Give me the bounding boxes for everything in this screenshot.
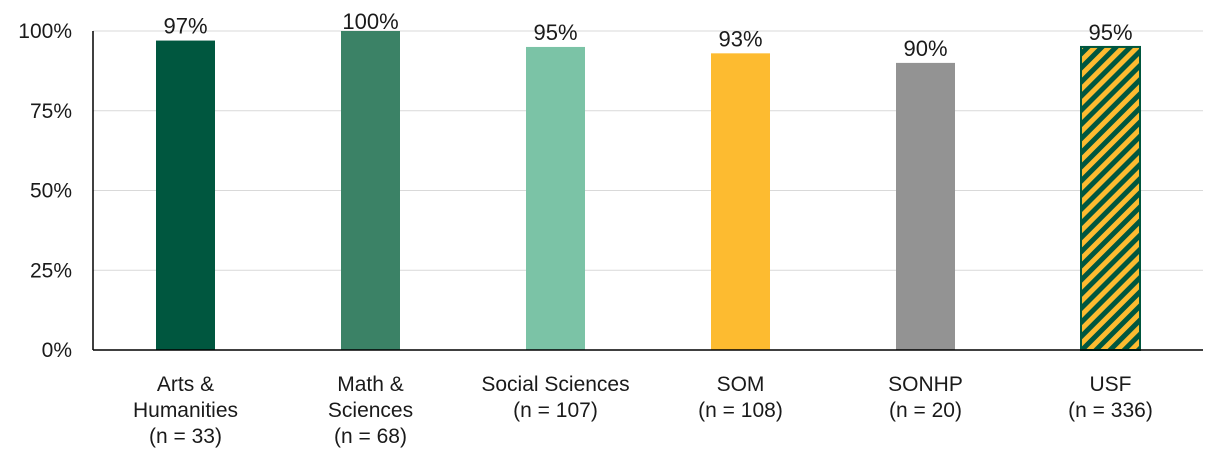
x-tick-label-line: Humanities <box>133 399 238 422</box>
x-tick-label-line: Arts & <box>157 373 214 396</box>
x-tick-label-line: (n = 108) <box>698 399 783 422</box>
data-label: 97% <box>163 14 207 39</box>
x-tick-label-line: (n = 336) <box>1068 399 1153 422</box>
bar <box>526 46 585 350</box>
bar <box>156 40 215 350</box>
x-tick-label-line: Math & <box>337 373 404 396</box>
x-tick-label-line: SOM <box>717 373 765 396</box>
x-tick-label: Math & Sciences (n = 68) <box>328 373 413 448</box>
data-label: 100% <box>342 9 398 34</box>
x-tick-label-line: Social Sciences <box>481 373 629 396</box>
bar <box>341 31 400 350</box>
y-tick-label: 25% <box>30 259 72 282</box>
bar <box>711 53 770 351</box>
x-tick-label-line: (n = 68) <box>334 425 407 448</box>
bars <box>156 31 1141 351</box>
x-tick-label-line: SONHP <box>888 373 963 396</box>
bar <box>1080 45 1141 351</box>
data-label: 90% <box>903 36 947 61</box>
x-tick-label: USF (n = 336) <box>1068 373 1153 422</box>
x-tick-label-line: (n = 33) <box>149 425 222 448</box>
x-tick-label-line: USF <box>1090 373 1132 396</box>
data-label: 95% <box>1088 20 1132 45</box>
x-tick-label: Arts & Humanities (n = 33) <box>133 373 238 448</box>
data-label: 93% <box>718 26 762 51</box>
bar <box>896 62 955 351</box>
y-tick-label: 100% <box>18 20 72 43</box>
x-tick-label: Social Sciences (n = 107) <box>481 373 629 422</box>
data-label: 95% <box>533 20 577 45</box>
x-tick-label-line: Sciences <box>328 399 413 422</box>
gridlines <box>93 30 1203 271</box>
x-tick-label-line: (n = 20) <box>889 399 962 422</box>
y-tick-label: 0% <box>42 339 72 362</box>
x-tick-label: SOM (n = 108) <box>698 373 783 422</box>
labels: 0% 25% 50% 75% 100% 97% Arts & Humanities (n = 3… <box>18 9 1153 448</box>
axes <box>92 31 1203 351</box>
y-tick-label: 50% <box>30 180 72 203</box>
y-tick-label: 75% <box>30 100 72 123</box>
x-tick-label: SONHP (n = 20) <box>888 373 963 422</box>
x-tick-label-line: (n = 107) <box>513 399 598 422</box>
